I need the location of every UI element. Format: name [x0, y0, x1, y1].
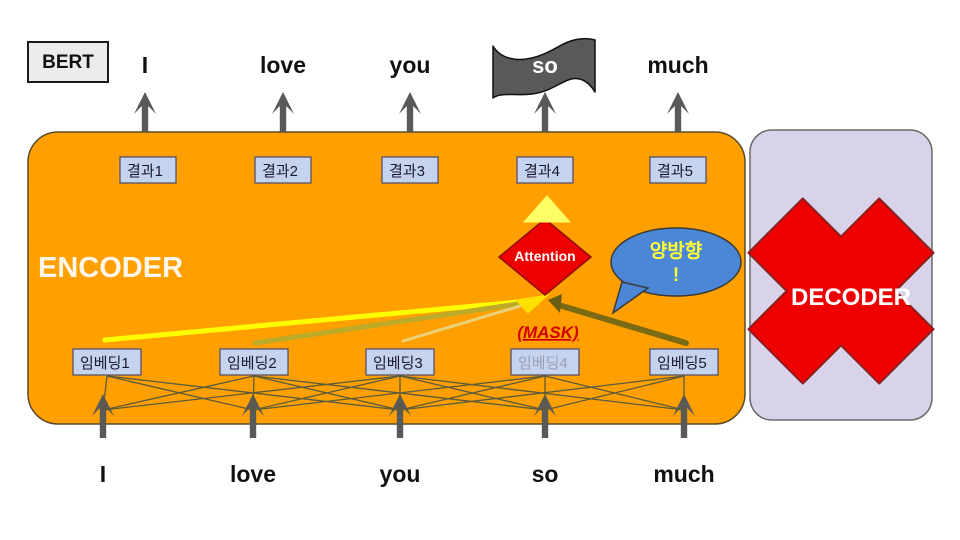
svg-text:(MASK): (MASK) — [517, 323, 579, 342]
svg-text:love: love — [260, 52, 306, 78]
svg-text:결과2: 결과2 — [262, 163, 298, 180]
svg-text:임베딩1: 임베딩1 — [80, 355, 130, 372]
svg-text:so: so — [532, 461, 559, 487]
svg-text:ENCODER: ENCODER — [38, 252, 183, 284]
svg-text:결과3: 결과3 — [389, 163, 425, 180]
svg-text:much: much — [647, 52, 708, 78]
svg-text:결과4: 결과4 — [524, 163, 560, 180]
svg-text:you: you — [390, 52, 431, 78]
svg-text:!: ! — [673, 265, 679, 286]
svg-text:much: much — [653, 461, 714, 487]
svg-text:DECODER: DECODER — [791, 284, 911, 311]
svg-text:so: so — [532, 53, 558, 78]
svg-text:BERT: BERT — [42, 52, 94, 73]
svg-text:양방향: 양방향 — [650, 240, 703, 262]
svg-text:결과1: 결과1 — [127, 163, 163, 180]
svg-text:결과5: 결과5 — [657, 163, 693, 180]
svg-text:you: you — [380, 461, 421, 487]
svg-text:임베딩4: 임베딩4 — [518, 355, 568, 372]
svg-text:love: love — [230, 461, 276, 487]
svg-text:Attention: Attention — [514, 248, 575, 264]
svg-text:임베딩2: 임베딩2 — [227, 355, 277, 372]
svg-text:I: I — [100, 461, 106, 487]
svg-text:I: I — [142, 52, 148, 78]
svg-text:임베딩3: 임베딩3 — [373, 355, 423, 372]
svg-text:임베딩5: 임베딩5 — [657, 355, 707, 372]
